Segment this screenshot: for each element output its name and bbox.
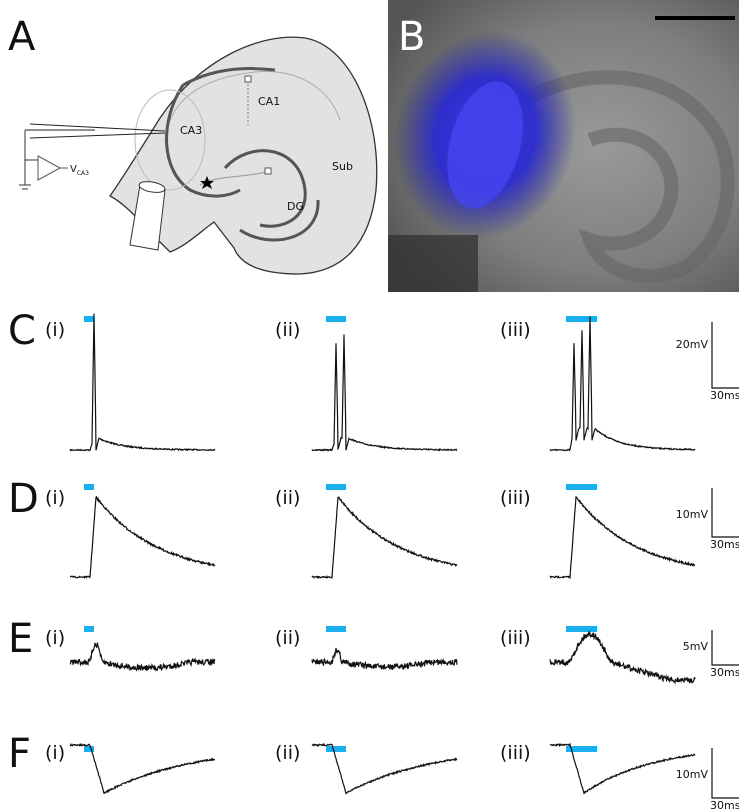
condition-label: (i): [45, 319, 65, 341]
amplifier-label: VCA3: [70, 164, 89, 177]
amplifier: [38, 156, 60, 180]
light-pulse: [326, 316, 346, 322]
scale-bar: [712, 488, 739, 537]
amplifier-subscript: CA3: [77, 170, 89, 177]
scale-bar: [712, 630, 739, 665]
voltage-trace: [550, 632, 695, 683]
voltage-trace: [550, 744, 695, 793]
region-label: Sub: [332, 160, 353, 173]
scale-amplitude: 10mV: [676, 508, 709, 521]
voltage-trace: [70, 744, 215, 793]
scale-amplitude: 10mV: [676, 768, 709, 781]
scale-amplitude: 5mV: [683, 640, 709, 653]
light-pulse: [84, 626, 94, 632]
region-label: DG: [287, 200, 304, 213]
light-pulse: [84, 316, 94, 322]
row-label: F: [8, 731, 31, 777]
row-label: E: [8, 616, 33, 662]
tissue-shadow: [388, 235, 478, 292]
condition-label: (i): [45, 487, 65, 509]
scale-bar: [712, 322, 739, 388]
scale-duration: 30ms: [710, 666, 739, 679]
panel-label: B: [398, 14, 425, 60]
panel-label: A: [8, 14, 36, 60]
light-pulse: [326, 484, 346, 490]
voltage-trace: [312, 648, 457, 670]
scale-duration: 30ms: [710, 538, 739, 551]
condition-label: (ii): [275, 742, 300, 764]
condition-label: (ii): [275, 319, 300, 341]
figure: A VCA3 CA1 CA3 Sub DG B C (i) (ii) (iii) 20m…: [0, 0, 739, 812]
light-pulse: [326, 626, 346, 632]
scale-amplitude: 20mV: [676, 338, 709, 351]
voltage-trace: [70, 497, 215, 578]
condition-label: (iii): [500, 319, 531, 341]
region-label: CA3: [180, 124, 202, 137]
voltage-trace: [312, 744, 457, 793]
voltage-trace: [70, 643, 215, 671]
condition-label: (ii): [275, 487, 300, 509]
voltage-trace: [550, 317, 695, 451]
voltage-trace: [312, 335, 457, 451]
light-pulse: [566, 484, 597, 490]
voltage-trace: [550, 497, 695, 578]
condition-label: (i): [45, 627, 65, 649]
electrode: [30, 133, 165, 138]
scale-bar: [712, 748, 739, 798]
voltage-trace: [70, 314, 215, 451]
circuit: [19, 130, 38, 189]
condition-label: (iii): [500, 627, 531, 649]
light-pulse: [84, 746, 94, 752]
scale-duration: 30ms: [710, 389, 739, 402]
condition-label: (i): [45, 742, 65, 764]
voltage-trace: [312, 497, 457, 577]
row-label: C: [8, 308, 36, 354]
light-pulse: [326, 746, 346, 752]
condition-label: (ii): [275, 627, 300, 649]
region-label: CA1: [258, 95, 280, 108]
light-pulse: [84, 484, 94, 490]
cell: [265, 168, 271, 174]
scale-duration: 30ms: [710, 799, 739, 812]
condition-label: (iii): [500, 742, 531, 764]
light-pulse: [566, 316, 597, 322]
condition-label: (iii): [500, 487, 531, 509]
light-pulse: [566, 626, 597, 632]
row-label: D: [8, 476, 39, 522]
cell: [245, 76, 251, 82]
